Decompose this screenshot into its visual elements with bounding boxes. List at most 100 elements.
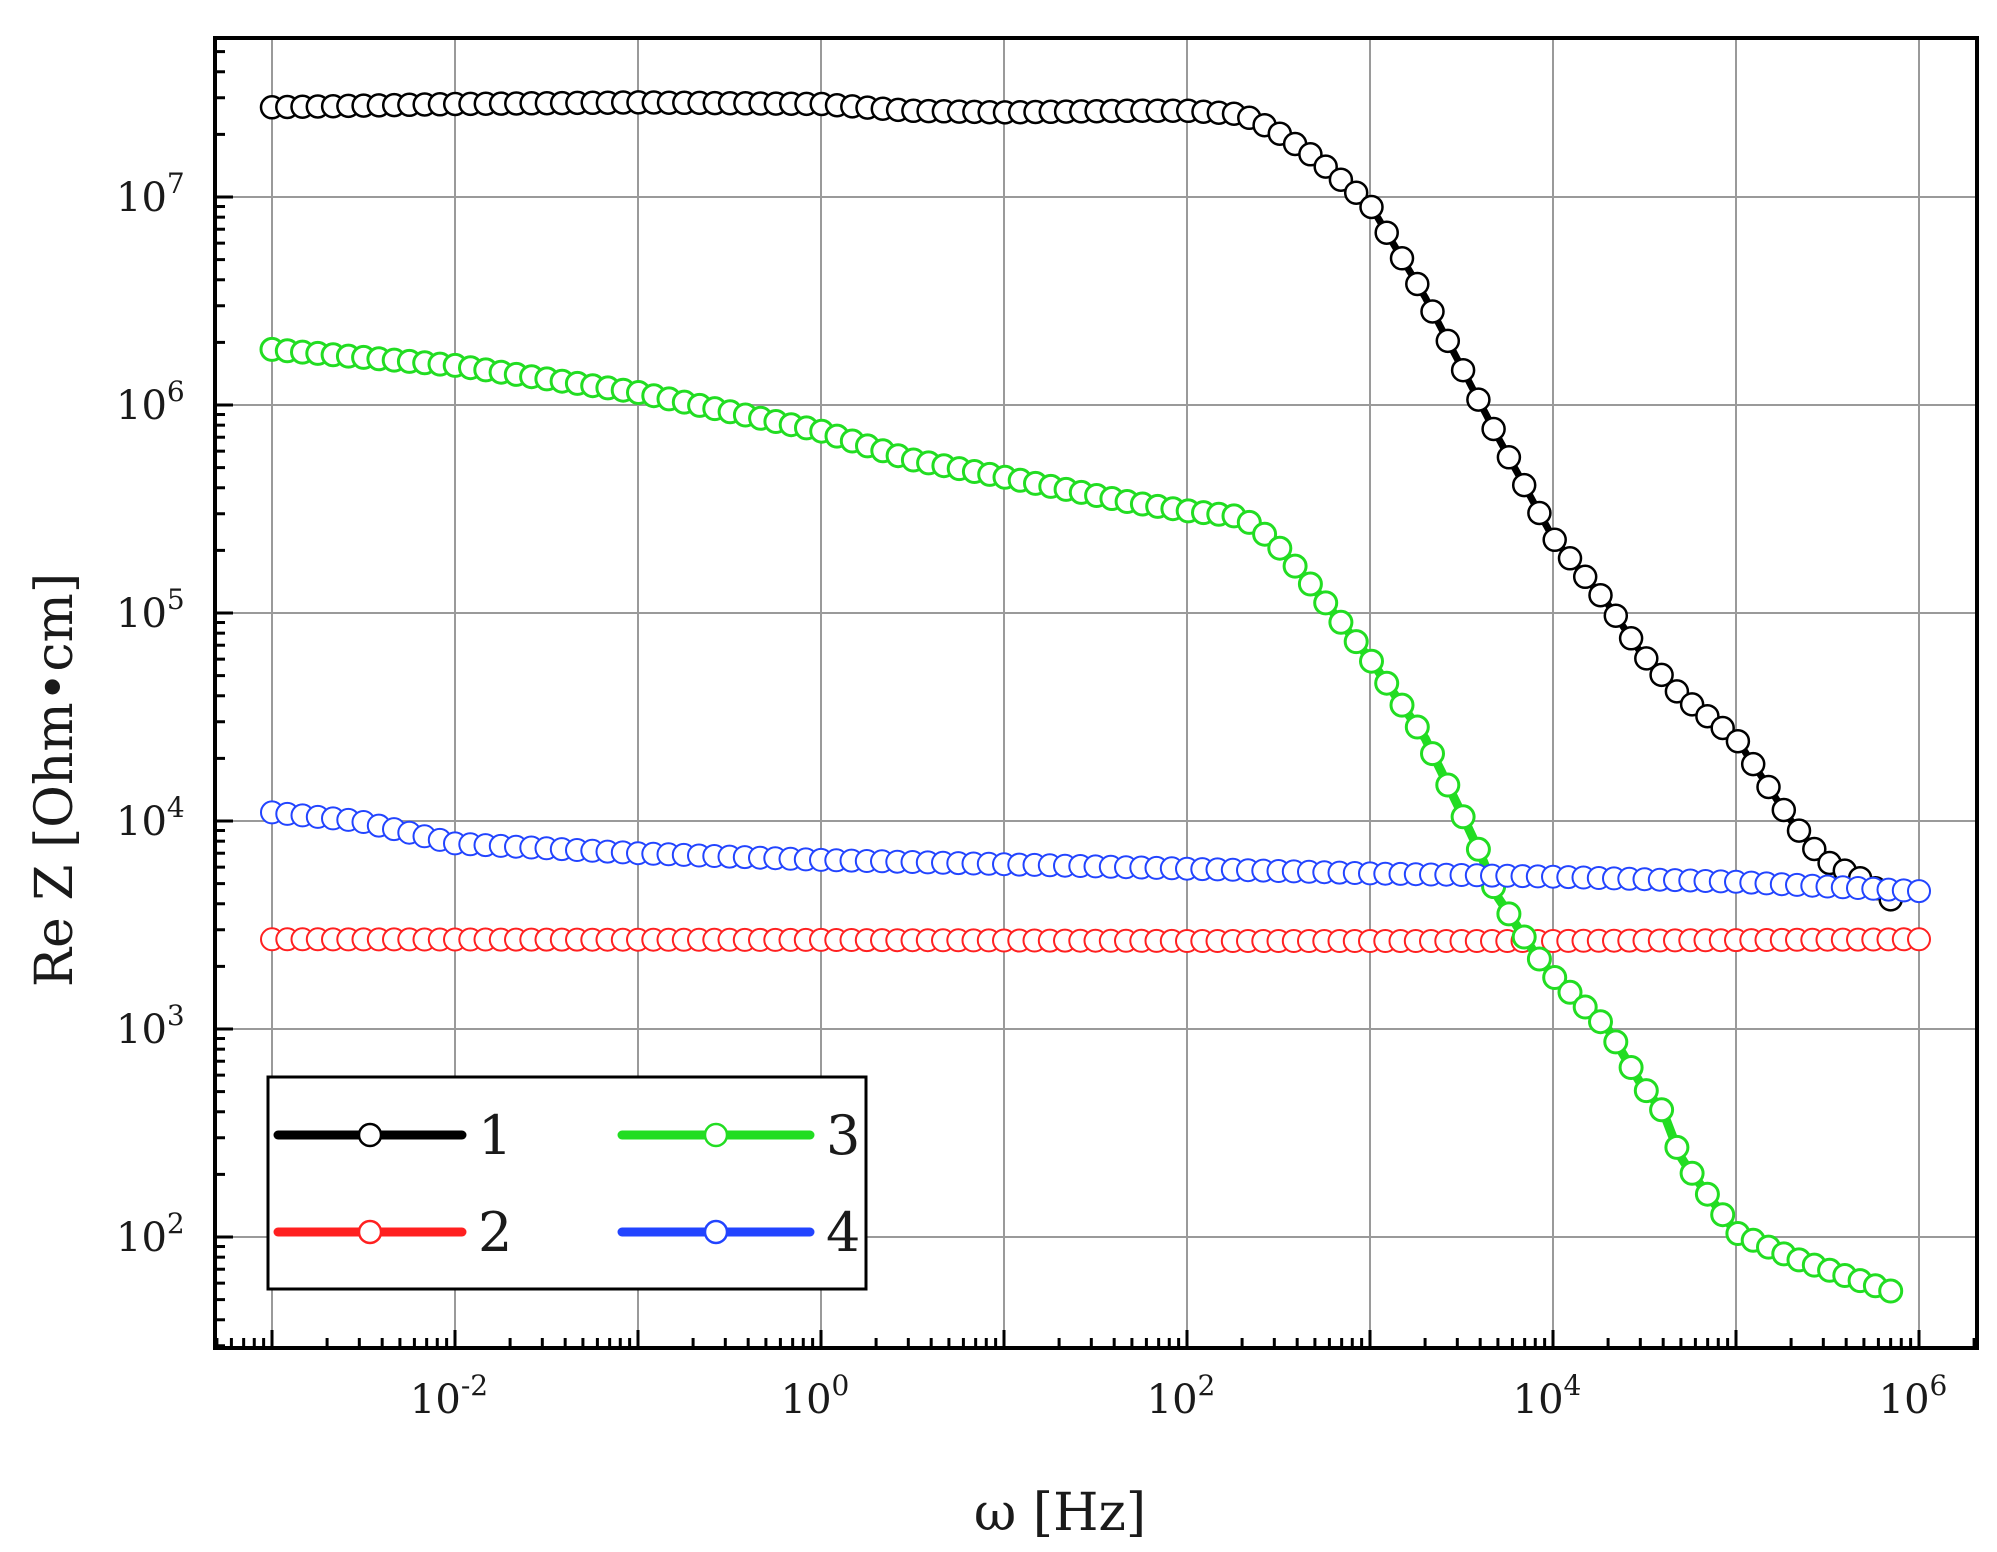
data-point: [1343, 629, 1369, 655]
data-point: [1435, 328, 1461, 354]
data-point: [1511, 472, 1537, 498]
data-point: [1359, 194, 1384, 220]
data-point: [1802, 836, 1827, 862]
data-point: [1618, 1055, 1644, 1080]
legend-marker-3: [703, 1122, 729, 1148]
data-point: [1435, 772, 1461, 798]
legend-label-3: 3: [826, 1104, 860, 1167]
data-point: [1511, 924, 1537, 950]
series-2: [260, 927, 1931, 953]
data-point: [1297, 571, 1323, 597]
legend-label-2: 2: [478, 1201, 512, 1264]
data-point: [1542, 527, 1567, 553]
legend-box: [266, 1075, 868, 1291]
data-point: [1710, 715, 1735, 741]
data-point: [1588, 1009, 1613, 1035]
data-point: [1527, 500, 1552, 526]
data-point: [1450, 804, 1476, 830]
data-point: [1679, 1160, 1705, 1186]
data-point: [1664, 1134, 1690, 1160]
legend-entry-4: 4: [617, 1201, 860, 1264]
data-point: [1389, 692, 1415, 718]
data-point: [1267, 535, 1293, 561]
data-point: [1603, 1029, 1629, 1055]
data-point: [1694, 1181, 1720, 1207]
y-tick-labels: 102 103 104 105 106 107: [116, 167, 185, 1261]
legend-marker-4: [703, 1219, 729, 1245]
data-point: [1786, 818, 1812, 843]
data-point: [1633, 1078, 1659, 1104]
x-tick-labels: 10-2 100 102 104 106: [410, 1369, 1947, 1423]
y-tick-label: 106: [116, 375, 185, 429]
data-point: [1756, 774, 1781, 800]
legend-entry-2: 2: [273, 1201, 512, 1264]
data-point: [1328, 609, 1354, 635]
data-point: [1465, 836, 1491, 862]
x-tick-label: 106: [1879, 1369, 1948, 1423]
data-point: [1420, 741, 1445, 767]
data-point: [1771, 797, 1797, 823]
data-point: [1374, 220, 1399, 245]
data-point: [1252, 521, 1278, 547]
data-point: [1907, 927, 1931, 952]
data-point: [1618, 626, 1644, 651]
data-point: [1572, 994, 1598, 1020]
data-point: [1313, 590, 1339, 616]
data-point: [1481, 416, 1506, 442]
x-tick-label: 10-2: [410, 1369, 488, 1423]
x-tick-label: 104: [1513, 1369, 1582, 1423]
data-point: [1313, 154, 1338, 179]
data-point: [1557, 546, 1583, 571]
legend-label-4: 4: [826, 1201, 860, 1264]
data-point: [1725, 728, 1751, 754]
data-point: [1405, 271, 1430, 297]
data-point: [1343, 180, 1369, 205]
data-point: [1282, 553, 1308, 579]
plot-frame: [213, 36, 1979, 1350]
legend-marker-1: [357, 1122, 383, 1148]
y-tick-label: 103: [116, 999, 185, 1053]
y-axis-label: Re Z [Ohm•cm]: [25, 573, 85, 987]
series-layer: [259, 90, 1931, 1304]
legend-label-1: 1: [478, 1104, 512, 1167]
data-point: [1649, 1097, 1675, 1123]
data-point: [1649, 662, 1674, 688]
x-tick-label: 100: [781, 1369, 850, 1423]
data-point: [1526, 946, 1552, 972]
legend-marker-2: [357, 1219, 383, 1245]
y-tick-label: 105: [116, 583, 185, 637]
data-point: [1878, 1278, 1904, 1304]
data-point: [1557, 979, 1583, 1005]
data-point: [1389, 246, 1415, 271]
data-point: [1496, 901, 1522, 927]
data-point: [1907, 879, 1931, 904]
y-tick-label: 107: [116, 167, 185, 221]
legend: 1 2 3 4: [266, 1075, 868, 1291]
data-point: [1404, 714, 1430, 740]
legend-entry-1: 1: [273, 1104, 512, 1167]
data-point: [1710, 1202, 1736, 1228]
data-point: [1588, 582, 1613, 608]
data-point: [1603, 603, 1629, 628]
data-point: [1359, 648, 1384, 674]
data-point: [1450, 357, 1476, 383]
data-point: [1740, 751, 1766, 777]
data-point: [1466, 387, 1491, 412]
data-point: [1664, 679, 1690, 704]
series-4: [260, 800, 1931, 904]
data-point: [1496, 445, 1522, 470]
x-tick-label: 102: [1147, 1369, 1216, 1423]
data-point: [1420, 299, 1445, 324]
x-axis-label: ω [Hz]: [974, 1483, 1146, 1543]
data-point: [1542, 965, 1568, 990]
series-3: [259, 336, 1904, 1304]
y-tick-label: 104: [116, 791, 185, 845]
data-point: [1634, 646, 1659, 671]
data-point: [1374, 670, 1400, 696]
series-1: [259, 90, 1903, 912]
y-tick-label: 102: [116, 1207, 185, 1261]
data-point: [1328, 167, 1354, 192]
data-point: [1572, 564, 1598, 590]
